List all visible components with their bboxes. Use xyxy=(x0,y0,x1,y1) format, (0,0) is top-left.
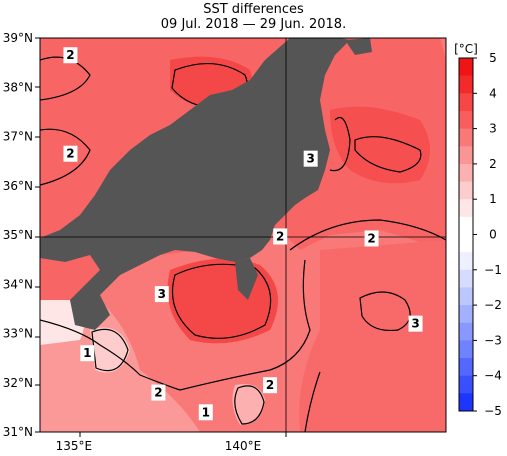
colorbar-tick-label: −4 xyxy=(484,369,502,383)
colorbar-segment xyxy=(459,358,473,377)
colorbar-segment xyxy=(459,146,473,165)
lat-label: 39°N xyxy=(3,31,33,45)
colorbar-segment xyxy=(459,163,473,183)
lat-label: 33°N xyxy=(3,327,33,341)
colorbar-segment xyxy=(459,322,473,341)
plot-frame xyxy=(39,37,447,433)
colorbar-tick-label: −5 xyxy=(484,404,502,418)
contour-label-bg xyxy=(63,47,78,64)
contour-label-bg xyxy=(273,228,288,245)
colorbar-tick-label: 1 xyxy=(489,192,497,206)
lat-label: 37°N xyxy=(3,130,33,144)
colorbar-segment xyxy=(459,287,473,306)
colorbar-tick-label: −3 xyxy=(484,333,502,347)
contour-labels: 2 2 3 2 2 3 3 1 2 2 1 xyxy=(63,47,423,421)
lon-label: 140°E xyxy=(225,439,262,453)
contour-label: 2 xyxy=(66,147,74,161)
lat-label: 31°N xyxy=(3,425,33,439)
contour-label-bg xyxy=(151,384,166,401)
colorbar-segment xyxy=(459,181,473,200)
colorbar-tick-label: 5 xyxy=(489,51,497,65)
contour-label: 2 xyxy=(66,48,74,62)
lat-label: 34°N xyxy=(3,277,33,291)
colorbar-segment xyxy=(459,340,473,359)
colorbar-tick-label: 3 xyxy=(489,122,497,136)
colorbar-segment xyxy=(459,216,473,235)
contour-label: 3 xyxy=(306,152,314,166)
contour-label-bg xyxy=(364,230,379,247)
zone-cool-2 xyxy=(232,384,265,425)
land-tsugaru xyxy=(345,38,372,55)
colorbar-segment xyxy=(459,93,473,112)
colorbar-unit: [°C] xyxy=(454,42,478,56)
contour-label-bg xyxy=(80,345,95,362)
colorbar-segment xyxy=(459,234,473,253)
colorbar-segment xyxy=(459,375,473,394)
colorbar-segment xyxy=(459,269,473,288)
colorbar-segment xyxy=(459,128,473,147)
zone-cool-1 xyxy=(90,327,130,373)
zone-hot-2 xyxy=(330,106,430,184)
contour-label-bg xyxy=(303,150,318,167)
lat-label: 36°N xyxy=(3,179,33,193)
contour-lines xyxy=(40,56,446,432)
colorbar-segment xyxy=(459,393,473,412)
zone-east xyxy=(299,240,446,432)
map-title: SST differences xyxy=(203,2,304,17)
contour-label-bg xyxy=(63,145,78,162)
latitude-labels: 39°N 38°N 37°N 36°N 35°N 34°N 33°N 32°N 31°N xyxy=(3,31,33,439)
lat-label: 38°N xyxy=(3,80,33,94)
longitude-labels: 135°E 140°E xyxy=(56,439,262,453)
land-honshu xyxy=(40,38,350,305)
colorbar-segment xyxy=(459,252,473,271)
date-range-subtitle: 09 Jul. 2018 — 29 Jun. 2018. xyxy=(160,17,347,32)
lon-label: 135°E xyxy=(56,439,93,453)
contour-label: 2 xyxy=(367,231,375,245)
land-kii-peninsula xyxy=(70,295,110,330)
contour-label-bg xyxy=(154,286,169,303)
colorbar-tick-label: 4 xyxy=(489,86,497,100)
contour-label-bg xyxy=(408,315,423,332)
colorbar-segment xyxy=(459,75,473,94)
colorbar-tick-label: −2 xyxy=(484,298,502,312)
contour-label: 2 xyxy=(154,386,162,400)
land-izu-peninsula xyxy=(235,258,258,300)
contour-label: 3 xyxy=(158,287,166,301)
contour-label: 1 xyxy=(202,405,210,419)
contour-label: 3 xyxy=(411,317,419,331)
contour-label: 1 xyxy=(83,346,91,360)
colorbar-segment xyxy=(459,199,473,218)
map-plot-area xyxy=(40,38,446,432)
colorbar-tick-label: 2 xyxy=(489,157,497,171)
contour-label: 2 xyxy=(266,378,274,392)
colorbar-tick-label: 0 xyxy=(489,228,497,242)
contour-label: 2 xyxy=(276,229,284,243)
lat-label: 35°N xyxy=(3,228,33,242)
colorbar-tick-label: −1 xyxy=(484,263,502,277)
contour-label-bg xyxy=(198,404,213,421)
axis-ticks xyxy=(35,37,287,437)
colorbar-segment xyxy=(459,110,473,130)
colorbar: [°C] 5 4 3 2 1 0 −1 −2 −3 −4 −5 xyxy=(454,42,502,418)
lat-label: 32°N xyxy=(3,376,33,390)
colorbar-segment xyxy=(459,305,473,324)
contour-label-bg xyxy=(263,377,278,394)
colorbar-segment xyxy=(459,58,473,77)
